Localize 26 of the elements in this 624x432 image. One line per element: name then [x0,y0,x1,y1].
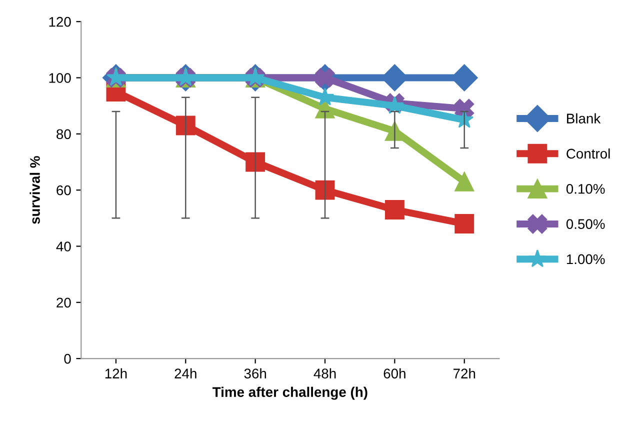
x-tick-label: 48h [314,368,336,378]
legend-label: 1.00% [566,254,605,264]
legend-label: Control [566,148,610,159]
y-tick-label: 20 [56,298,71,308]
point [246,152,266,172]
y-tick-label: 120 [49,16,71,27]
x-tick-label: 36h [244,368,266,378]
point [384,200,404,220]
y-axis-title: survival % [30,156,40,224]
y-tick-label: 100 [49,73,71,83]
y-tick-label: 60 [56,185,71,196]
x-tick-label: 60h [384,368,406,378]
legend-label: 0.50% [566,219,605,229]
x-tick-label: 12h [105,368,127,378]
point [454,214,474,234]
x-tick-label: 72h [453,368,476,378]
point [176,116,196,136]
y-tick-label: 40 [56,242,71,252]
y-tick-label: 0 [64,354,71,364]
point [315,180,335,200]
y-tick-label: 80 [56,129,71,140]
point [454,172,474,192]
legend-label: Blank [567,113,601,124]
x-axis-title: Time after challenge (h) [212,386,368,400]
x-tick-label: 24h [174,368,196,378]
legend-label: 0.10% [566,184,605,194]
